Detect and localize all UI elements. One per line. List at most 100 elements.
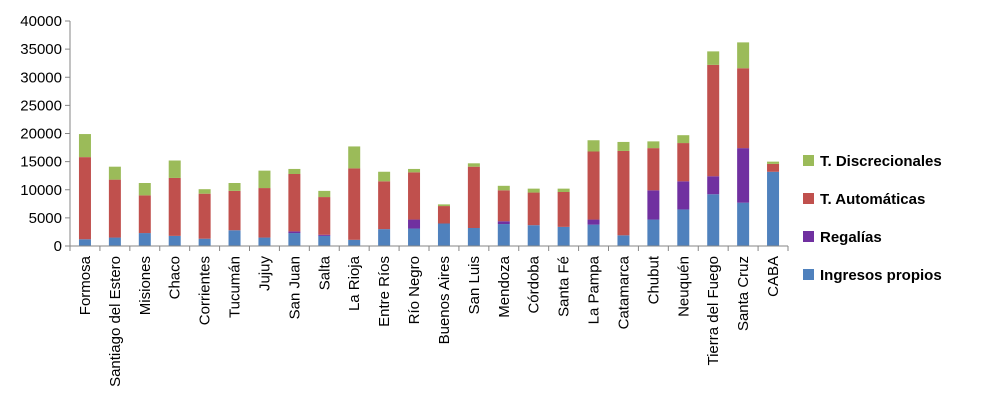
bar-ingresos-propios-salta — [318, 235, 331, 247]
bar-t-discrecionales-buenos-aires — [437, 204, 450, 207]
bar-t-discrecionales-la-pampa — [587, 140, 600, 152]
bar-t-automaticas-cordoba — [527, 192, 540, 226]
bar-regalias-santa-cruz — [737, 148, 750, 203]
bar-regalias-salta — [318, 234, 331, 236]
y-tick-label: 15000 — [20, 154, 62, 171]
category-label-buenos-aires: Buenos Aires — [436, 256, 453, 344]
legend-label-regalias: Regalías — [820, 229, 882, 246]
y-tick-label: 40000 — [20, 13, 62, 30]
category-label-formosa: Formosa — [77, 255, 94, 315]
bar-t-discrecionales-misiones — [138, 183, 151, 196]
category-label-mendoza: Mendoza — [496, 255, 513, 317]
bar-ingresos-propios-catamarca — [617, 235, 630, 246]
bar-t-discrecionales-corrientes — [198, 189, 211, 194]
bar-t-automaticas-corrientes — [198, 193, 211, 239]
bar-t-automaticas-la-rioja — [348, 168, 361, 240]
category-label-cordoba: Córdoba — [526, 255, 543, 313]
bar-t-automaticas-san-luis — [467, 166, 480, 228]
bar-t-automaticas-mendoza — [497, 190, 510, 222]
bar-t-automaticas-buenos-aires — [437, 206, 450, 224]
bar-regalias-rio-negro — [408, 219, 421, 229]
bar-t-automaticas-jujuy — [258, 188, 271, 238]
bar-ingresos-propios-chubut — [647, 219, 660, 246]
y-tick-label: 5000 — [29, 210, 62, 227]
bar-regalias-mendoza — [497, 221, 510, 225]
bar-ingresos-propios-entre-rios — [378, 229, 391, 247]
bar-ingresos-propios-santiago-del-estero — [108, 237, 121, 246]
y-tick-label: 20000 — [20, 126, 62, 143]
bar-t-automaticas-chubut — [647, 148, 660, 191]
bar-regalias-la-pampa — [587, 219, 600, 225]
bar-t-discrecionales-caba — [767, 161, 780, 164]
bar-ingresos-propios-cordoba — [527, 225, 540, 246]
bar-t-discrecionales-tucuman — [228, 183, 241, 191]
bar-t-automaticas-san-juan — [288, 174, 301, 232]
legend-label-t-automaticas: T. Automáticas — [820, 191, 925, 208]
legend-swatch-ingresos-propios — [803, 269, 814, 280]
bar-t-discrecionales-san-juan — [288, 168, 301, 174]
bar-t-discrecionales-tierra-del-fuego — [707, 51, 720, 65]
bar-ingresos-propios-la-pampa — [587, 224, 600, 247]
bar-t-discrecionales-santa-cruz — [737, 42, 750, 69]
bar-t-automaticas-chaco — [168, 177, 181, 236]
bar-ingresos-propios-tierra-del-fuego — [707, 194, 720, 246]
category-label-tucuman: Tucumán — [227, 256, 244, 318]
bar-t-automaticas-santa-fe — [557, 192, 570, 227]
bar-t-automaticas-entre-rios — [378, 181, 391, 230]
legend: T. Discrecionales T. Automáticas Regalías I… — [803, 153, 942, 284]
bar-t-discrecionales-chaco — [168, 160, 181, 178]
bar-ingresos-propios-corrientes — [198, 238, 211, 246]
y-axis-ticks: 0 5000 10000 15000 20000 25000 30000 35000 40000 — [20, 13, 70, 255]
bar-ingresos-propios-rio-negro — [408, 228, 421, 246]
y-tick-label: 30000 — [20, 69, 62, 86]
category-label-corrientes: Corrientes — [197, 256, 214, 325]
bar-t-discrecionales-mendoza — [497, 185, 510, 191]
bar-t-automaticas-tucuman — [228, 190, 241, 231]
bar-t-automaticas-salta — [318, 197, 331, 235]
bar-ingresos-propios-buenos-aires — [437, 223, 450, 246]
bar-regalias-tierra-del-fuego — [707, 176, 720, 195]
bar-ingresos-propios-neuquen — [677, 209, 690, 246]
bar-ingresos-propios-formosa — [78, 239, 91, 246]
bar-regalias-neuquen — [677, 181, 690, 210]
bar-t-discrecionales-cordoba — [527, 188, 540, 193]
bar-t-discrecionales-entre-rios — [378, 171, 391, 182]
category-label-santa-fe: Santa Fé — [556, 256, 573, 317]
category-label-la-rioja: La Rioja — [346, 255, 363, 311]
legend-label-ingresos-propios: Ingresos propios — [820, 267, 942, 284]
legend-swatch-t-discrecionales — [803, 155, 814, 166]
axes — [69, 21, 789, 251]
category-label-chubut: Chubut — [645, 255, 662, 304]
category-label-caba: CABA — [765, 256, 782, 297]
bar-ingresos-propios-caba — [767, 171, 780, 246]
category-label-chaco: Chaco — [167, 256, 184, 299]
bar-ingresos-propios-tucuman — [228, 230, 241, 246]
bar-ingresos-propios-misiones — [138, 233, 151, 246]
category-label-san-juan: San Juan — [286, 256, 303, 319]
bar-t-discrecionales-san-luis — [467, 163, 480, 167]
legend-swatch-t-automaticas — [803, 193, 814, 204]
bar-t-automaticas-catamarca — [617, 150, 630, 236]
category-label-entre-rios: Entre Ríos — [376, 256, 393, 327]
bar-ingresos-propios-mendoza — [497, 224, 510, 246]
legend-label-t-discrecionales: T. Discrecionales — [820, 153, 942, 170]
bar-t-automaticas-tierra-del-fuego — [707, 64, 720, 177]
bar-regalias-san-juan — [288, 231, 301, 234]
bar-ingresos-propios-santa-fe — [557, 226, 570, 247]
bar-t-automaticas-formosa — [78, 157, 91, 240]
bar-ingresos-propios-san-luis — [467, 228, 480, 246]
bar-t-automaticas-la-pampa — [587, 151, 600, 220]
category-label-tierra-del-fuego: Tierra del Fuego — [705, 256, 722, 366]
category-label-jujuy: Jujuy — [256, 256, 273, 292]
category-label-rio-negro: Río Negro — [406, 256, 423, 324]
category-label-santiago-del-estero: Santiago del Estero — [107, 256, 124, 387]
bar-t-discrecionales-neuquen — [677, 135, 690, 144]
bars — [78, 42, 780, 247]
legend-swatch-regalias — [803, 231, 814, 242]
x-axis-labels: Formosa Santiago del Estero Misiones Chaco C… — [77, 255, 782, 387]
bar-t-discrecionales-chubut — [647, 141, 660, 149]
bar-ingresos-propios-santa-cruz — [737, 202, 750, 246]
category-label-la-pampa: La Pampa — [586, 255, 603, 324]
category-label-san-luis: San Luis — [466, 256, 483, 314]
